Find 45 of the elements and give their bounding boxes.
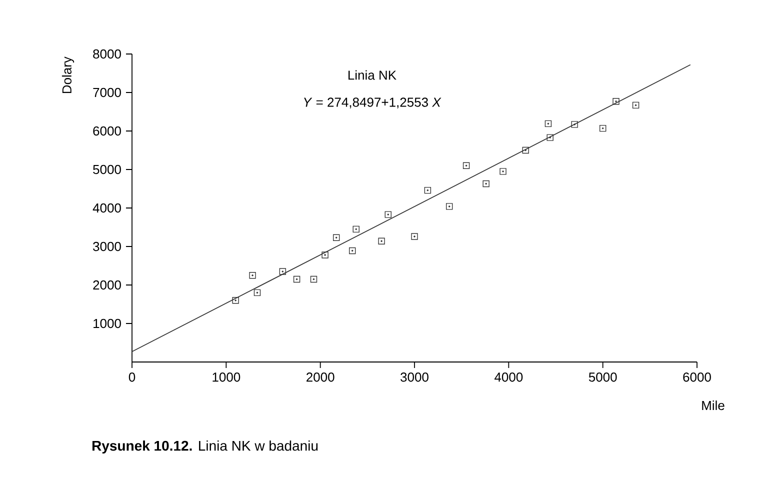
point <box>232 297 239 304</box>
point <box>446 203 453 210</box>
point <box>378 238 385 244</box>
point <box>322 252 328 258</box>
point <box>249 272 256 279</box>
point <box>293 276 300 283</box>
point <box>352 226 360 233</box>
x-tick-label: 1000 <box>212 372 240 382</box>
x-tick-label: 5000 <box>588 372 617 382</box>
point <box>632 102 640 109</box>
point <box>310 276 318 283</box>
annotation: Linia NK <box>348 70 396 80</box>
x-tick-label: 6000 <box>683 372 711 382</box>
point <box>332 234 340 241</box>
y-tick-label: 5000 <box>93 164 121 174</box>
point <box>254 289 261 296</box>
x-tick-label: 4000 <box>494 372 523 382</box>
point <box>279 268 286 275</box>
point <box>544 120 552 128</box>
x-tick-label: 3000 <box>400 372 428 382</box>
point <box>384 211 392 218</box>
point <box>612 98 620 105</box>
y-tick-label: 3000 <box>93 242 121 252</box>
point <box>546 134 554 141</box>
y-axis-title: Dolary <box>62 56 74 94</box>
point <box>424 186 432 194</box>
point <box>462 162 470 169</box>
y-tick-label: 4000 <box>92 203 121 213</box>
y-tick-label: 7000 <box>93 88 121 98</box>
x-tick-label: 0 <box>128 372 136 382</box>
point <box>500 168 506 175</box>
y-tick-label: 2000 <box>93 280 121 290</box>
y-tick-label: 8000 <box>93 49 121 59</box>
x-axis-title: Mile <box>702 400 724 410</box>
point <box>482 180 490 188</box>
annotation: Y = 274,8497+1,2553 X <box>304 98 442 108</box>
x-tick-label: 2000 <box>306 372 334 382</box>
y-tick-label: 6000 <box>93 126 121 136</box>
text: Rysunek 10.12. Linia NK w badaniu <box>92 440 318 454</box>
point <box>599 124 606 132</box>
point <box>571 121 578 128</box>
y-tick-label: 1000 <box>94 318 121 328</box>
point <box>349 247 356 254</box>
point <box>522 146 529 154</box>
point <box>411 233 418 240</box>
